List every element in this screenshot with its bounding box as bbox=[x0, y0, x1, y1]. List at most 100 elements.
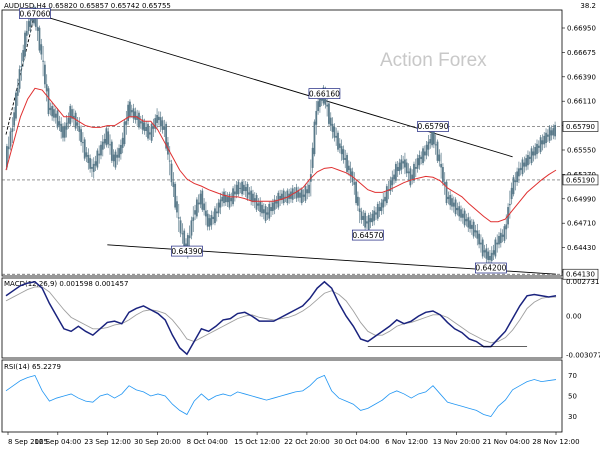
candle-body bbox=[266, 212, 269, 215]
moving-average-line bbox=[5, 87, 557, 223]
candle-body bbox=[168, 160, 171, 162]
candle-body bbox=[487, 251, 490, 260]
rsi-y-tick-label: 50 bbox=[568, 393, 577, 401]
candle-body bbox=[519, 167, 522, 171]
candle-body bbox=[385, 186, 388, 204]
candle-body bbox=[139, 121, 142, 124]
candle-body bbox=[447, 196, 450, 200]
x-tick-label: 23 Sep 12:00 bbox=[84, 438, 131, 446]
candle-body bbox=[273, 199, 276, 210]
candle-body bbox=[125, 120, 128, 125]
candle-body bbox=[512, 177, 515, 195]
candle-body bbox=[483, 250, 486, 253]
candle-body bbox=[208, 218, 211, 227]
candle-body bbox=[92, 163, 95, 172]
candle-body bbox=[440, 163, 443, 168]
candle-body bbox=[494, 239, 497, 257]
macd-y-tick-label: 0.002731 bbox=[566, 278, 599, 286]
candle-body bbox=[489, 255, 491, 260]
candle-body bbox=[380, 202, 383, 212]
candle-body bbox=[394, 163, 397, 181]
candle-body bbox=[451, 198, 453, 207]
candle-body bbox=[527, 155, 529, 166]
macd-panel-frame bbox=[1, 277, 563, 359]
trendline bbox=[5, 13, 36, 135]
level-label-box bbox=[562, 121, 599, 132]
price-y-tick-label: 0.66390 bbox=[567, 73, 596, 81]
candle-body bbox=[268, 203, 271, 219]
candle-body bbox=[214, 208, 216, 224]
candle-body bbox=[326, 104, 329, 107]
candle-body bbox=[340, 146, 343, 155]
candle-body bbox=[163, 126, 166, 130]
x-tick-label: 28 Nov 12:00 bbox=[532, 438, 579, 446]
candle-body bbox=[543, 135, 546, 145]
candle-body bbox=[56, 110, 59, 128]
candle-body bbox=[179, 220, 182, 234]
candle-body bbox=[264, 206, 267, 221]
candle-body bbox=[498, 235, 500, 245]
candle-body bbox=[521, 159, 524, 175]
candle-body bbox=[456, 207, 459, 211]
candle-body bbox=[60, 123, 63, 132]
candle-body bbox=[501, 234, 504, 237]
candle-body bbox=[130, 110, 133, 113]
candle-body bbox=[132, 108, 135, 119]
x-tick-label: 16 Sep 04:00 bbox=[34, 438, 81, 446]
candle-body bbox=[371, 213, 374, 223]
candle-body bbox=[110, 141, 113, 161]
candle-body bbox=[190, 220, 193, 236]
candle-body bbox=[349, 168, 352, 177]
candle-body bbox=[25, 30, 28, 36]
x-tick-label: 22 Oct 20:00 bbox=[284, 438, 330, 446]
candle-body bbox=[369, 218, 372, 223]
candle-body bbox=[422, 148, 424, 164]
rsi-title: RSI(14) 65.2279 bbox=[4, 363, 61, 371]
corner-value: 38.2 bbox=[580, 2, 596, 10]
candle-body bbox=[546, 134, 549, 137]
candle-body bbox=[550, 130, 553, 136]
candle-body bbox=[176, 201, 178, 213]
candle-body bbox=[282, 190, 285, 204]
level-label: 0.65190 bbox=[566, 176, 595, 184]
candle-body bbox=[409, 168, 412, 186]
candle-body bbox=[373, 210, 376, 221]
candle-body bbox=[393, 174, 395, 180]
candle-body bbox=[416, 158, 419, 169]
candle-body bbox=[454, 199, 457, 215]
candle-body bbox=[299, 192, 301, 198]
candle-body bbox=[161, 120, 164, 130]
candle-body bbox=[205, 210, 207, 217]
candle-body bbox=[452, 202, 455, 207]
candle-body bbox=[431, 128, 433, 146]
candle-body bbox=[118, 148, 120, 158]
candle-body bbox=[382, 199, 385, 208]
candle-body bbox=[331, 123, 334, 132]
candle-body bbox=[226, 197, 229, 203]
candle-body bbox=[177, 217, 180, 219]
candle-body bbox=[54, 113, 57, 118]
candle-body bbox=[465, 219, 468, 222]
price-y-tick-label: 0.64710 bbox=[567, 220, 596, 228]
candle-body bbox=[407, 171, 410, 174]
candle-body bbox=[523, 162, 526, 167]
x-tick-label: 8 Sep 2025 bbox=[8, 438, 48, 446]
candle-body bbox=[541, 140, 544, 145]
candle-body bbox=[116, 154, 119, 158]
candle-body bbox=[221, 196, 224, 202]
candle-body bbox=[366, 221, 368, 224]
candle-body bbox=[469, 220, 471, 229]
candle-body bbox=[445, 181, 448, 204]
candle-body bbox=[518, 168, 520, 177]
candle-body bbox=[534, 147, 537, 156]
candle-body bbox=[201, 190, 204, 210]
candle-body bbox=[47, 88, 50, 115]
candle-body bbox=[7, 146, 10, 150]
candle-body bbox=[405, 162, 408, 174]
candle-body bbox=[530, 148, 533, 164]
candle-body bbox=[112, 154, 115, 162]
candle-body bbox=[545, 132, 547, 143]
candle-body bbox=[300, 189, 303, 204]
candle-body bbox=[270, 207, 272, 212]
